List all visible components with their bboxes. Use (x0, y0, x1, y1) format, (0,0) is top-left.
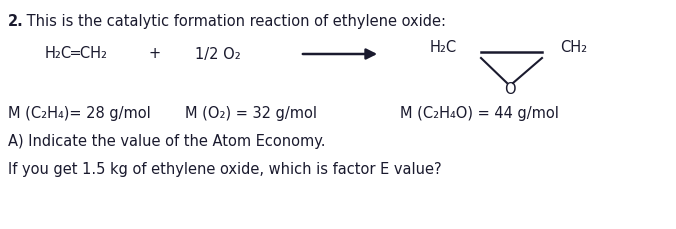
Text: 1/2 O₂: 1/2 O₂ (195, 46, 241, 62)
Text: +: + (149, 46, 161, 62)
Text: M (C₂H₄O) = 44 g/mol: M (C₂H₄O) = 44 g/mol (400, 106, 559, 121)
Text: If you get 1.5 kg of ethylene oxide, which is factor E value?: If you get 1.5 kg of ethylene oxide, whi… (8, 162, 441, 177)
Text: M (O₂) = 32 g/mol: M (O₂) = 32 g/mol (185, 106, 317, 121)
Text: A) Indicate the value of the Atom Economy.: A) Indicate the value of the Atom Econom… (8, 134, 326, 149)
Text: CH₂: CH₂ (560, 39, 587, 55)
Text: This is the catalytic formation reaction of ethylene oxide:: This is the catalytic formation reaction… (22, 14, 446, 29)
Text: M (C₂H₄)= 28 g/mol: M (C₂H₄)= 28 g/mol (8, 106, 151, 121)
Text: O: O (504, 82, 516, 96)
Text: H₂C═CH₂: H₂C═CH₂ (45, 46, 108, 62)
Text: H₂C: H₂C (430, 39, 457, 55)
Text: 2.: 2. (8, 14, 24, 29)
